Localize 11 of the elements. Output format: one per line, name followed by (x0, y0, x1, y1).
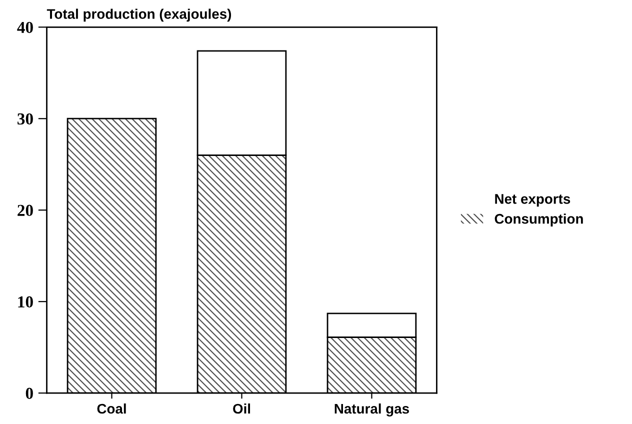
x-tick-label: Natural gas (334, 403, 409, 416)
y-tick-label: 40 (17, 22, 33, 34)
text: Net exports (495, 194, 570, 207)
legend-label: Consumption (494, 214, 583, 227)
x-tick-label: Coal (97, 403, 126, 414)
y-tick-label: 0 (26, 388, 33, 399)
y-tick-label: 30 (18, 113, 33, 125)
y-tick-label: 10 (18, 296, 33, 308)
x-tick-label: Oil (233, 403, 250, 414)
y-tick-label: 20 (18, 204, 33, 216)
y-axis-title: Total production (exajoules) (46, 8, 232, 22)
